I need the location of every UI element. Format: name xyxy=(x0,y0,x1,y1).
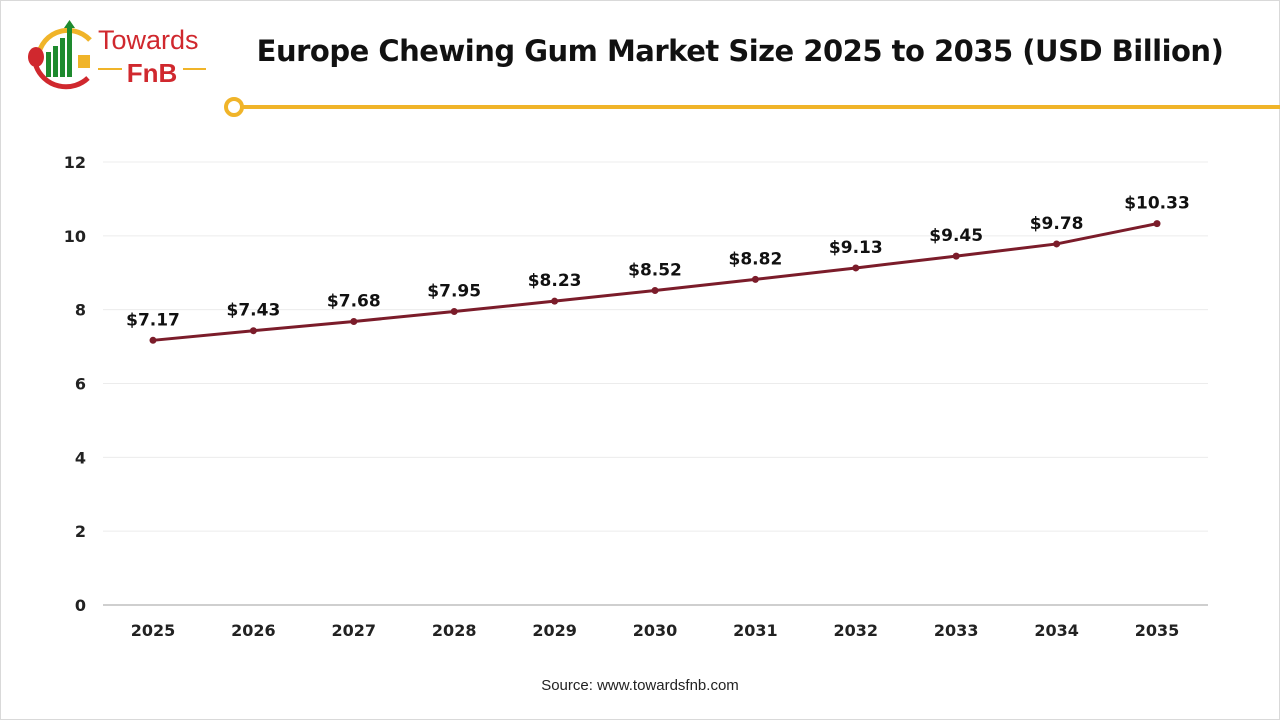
data-point xyxy=(551,297,559,305)
y-tick-label: 12 xyxy=(64,153,86,172)
x-tick-label: 2034 xyxy=(1034,621,1079,640)
data-label: $8.52 xyxy=(628,260,682,280)
x-tick-label: 2031 xyxy=(733,621,778,640)
chart-title: Europe Chewing Gum Market Size 2025 to 2… xyxy=(256,34,1224,68)
data-label: $7.68 xyxy=(327,291,381,311)
logo-text-2: FnB xyxy=(127,58,178,88)
y-tick-label: 2 xyxy=(75,522,86,541)
data-point xyxy=(1053,240,1061,248)
y-tick-label: 0 xyxy=(75,596,86,615)
data-label: $10.33 xyxy=(1124,194,1190,214)
data-point xyxy=(350,317,358,325)
data-point xyxy=(1153,220,1161,228)
x-tick-label: 2032 xyxy=(834,621,879,640)
logo-text-1: Towards xyxy=(98,25,199,55)
data-label: $9.13 xyxy=(829,238,883,258)
y-tick-label: 8 xyxy=(75,301,86,320)
data-point xyxy=(651,286,659,294)
y-tick-label: 10 xyxy=(64,227,86,246)
x-tick-label: 2026 xyxy=(231,621,276,640)
data-label: $7.95 xyxy=(427,282,481,302)
data-point xyxy=(149,336,157,344)
y-tick-label: 4 xyxy=(75,448,86,467)
logo: Towards FnB xyxy=(28,20,206,90)
data-point xyxy=(751,275,759,283)
y-tick-label: 6 xyxy=(75,375,86,394)
data-label: $7.17 xyxy=(126,310,180,330)
x-tick-label: 2029 xyxy=(532,621,577,640)
x-tick-label: 2033 xyxy=(934,621,979,640)
data-label: $8.82 xyxy=(729,249,783,269)
data-label: $9.78 xyxy=(1030,214,1084,234)
data-label: $9.45 xyxy=(929,226,983,246)
series-line xyxy=(152,222,1158,342)
x-tick-label: 2027 xyxy=(332,621,377,640)
x-tick-label: 2025 xyxy=(131,621,176,640)
accent-dot xyxy=(224,97,244,117)
data-point xyxy=(952,252,960,260)
data-label: $7.43 xyxy=(227,301,281,321)
x-tick-label: 2035 xyxy=(1135,621,1180,640)
data-label: $8.23 xyxy=(528,271,582,291)
data-point xyxy=(852,264,860,272)
data-point xyxy=(450,308,458,316)
x-tick-label: 2028 xyxy=(432,621,477,640)
data-point xyxy=(249,327,257,335)
source-text: Source: www.towardsfnb.com xyxy=(541,677,739,694)
x-tick-label: 2030 xyxy=(633,621,678,640)
